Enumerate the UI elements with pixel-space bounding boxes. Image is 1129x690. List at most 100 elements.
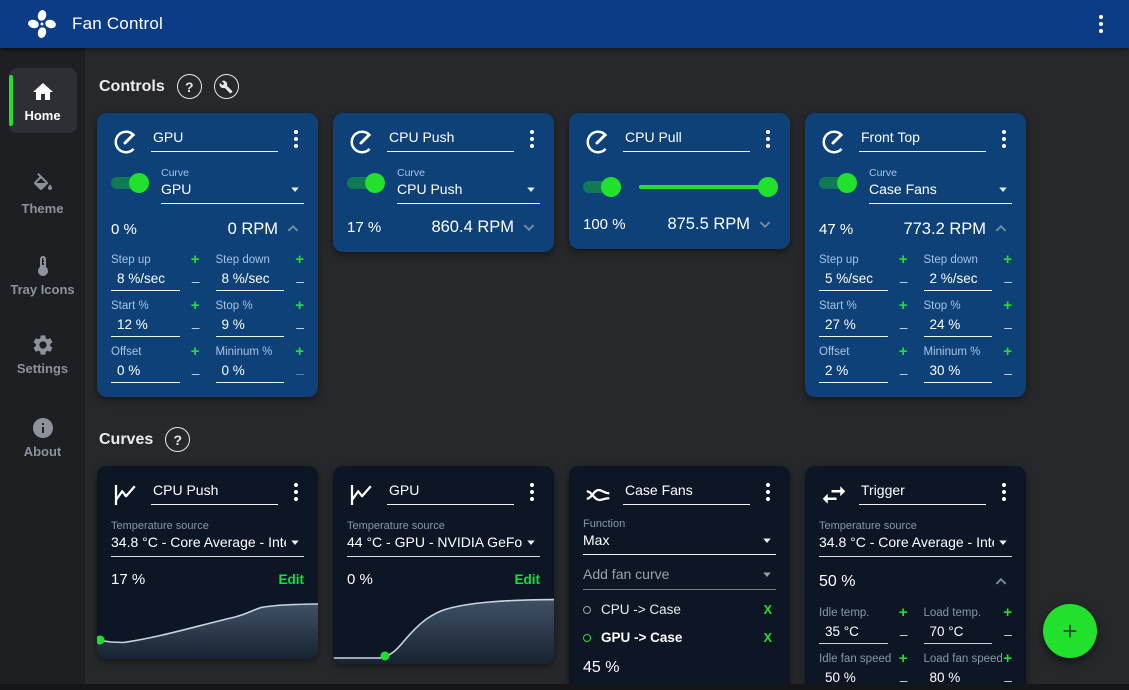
curve-menu-button[interactable] (524, 479, 540, 505)
decrement-button[interactable]: – (899, 319, 908, 335)
fan-curve-graph[interactable] (333, 596, 554, 664)
field-value[interactable]: 5 %/sec (819, 270, 888, 291)
sidebar-item-home[interactable]: Home (8, 68, 77, 133)
fan-curve-graph[interactable] (97, 596, 318, 659)
curve-name-input[interactable] (623, 479, 750, 505)
control-menu-button[interactable] (524, 126, 540, 152)
sidebar-item-about[interactable]: About (8, 416, 78, 459)
chevron-up-icon[interactable] (990, 218, 1012, 240)
field-value[interactable]: 30 % (923, 362, 993, 383)
curve-name-input[interactable] (859, 479, 986, 505)
decrement-button[interactable]: – (1004, 672, 1012, 688)
temperature-source-select[interactable]: Temperature source 34.8 °C - Core Averag… (819, 520, 1012, 557)
field-value[interactable]: 8 %/sec (215, 270, 285, 291)
curve-menu-button[interactable] (288, 479, 304, 505)
chevron-down-icon[interactable] (518, 216, 540, 238)
controls-help-icon[interactable]: ? (176, 74, 202, 99)
field-value[interactable]: 8 %/sec (111, 270, 180, 291)
current-point-dot[interactable] (380, 651, 390, 661)
add-button[interactable]: + (1043, 604, 1097, 658)
sidebar-item-theme[interactable]: Theme (8, 173, 78, 216)
field-value[interactable]: 0 % (215, 362, 285, 383)
remove-curve-button[interactable]: X (763, 630, 772, 645)
increment-button[interactable]: + (1003, 650, 1012, 667)
decrement-button[interactable]: – (899, 365, 908, 381)
increment-button[interactable]: + (1003, 251, 1012, 268)
field-value[interactable]: 0 % (111, 362, 180, 383)
curve-select[interactable]: Curve GPU (161, 167, 304, 204)
sidebar-item-tray-icons[interactable]: Tray Icons (8, 254, 78, 297)
control-enable-toggle[interactable] (583, 177, 621, 197)
increment-button[interactable]: + (1003, 343, 1012, 360)
control-menu-button[interactable] (760, 126, 776, 152)
control-name-input[interactable] (387, 126, 514, 152)
field-value[interactable]: 2 %/sec (923, 270, 993, 291)
increment-button[interactable]: + (190, 251, 200, 268)
field-value[interactable]: 24 % (923, 316, 993, 337)
increment-button[interactable]: + (1003, 604, 1012, 621)
add-fan-curve-select[interactable]: Add fan curve (583, 559, 776, 590)
manual-speed-slider[interactable] (633, 177, 778, 197)
control-enable-toggle[interactable] (111, 173, 149, 193)
decrement-button[interactable]: – (899, 273, 908, 289)
field-value[interactable]: 2 % (819, 362, 888, 383)
remove-curve-button[interactable]: X (763, 602, 772, 617)
field-value[interactable]: 9 % (215, 316, 285, 337)
curve-select[interactable]: Curve CPU Push (397, 167, 540, 204)
decrement-button[interactable]: – (296, 365, 304, 381)
control-menu-button[interactable] (288, 126, 304, 152)
curve-menu-button[interactable] (996, 479, 1012, 505)
increment-button[interactable]: + (898, 343, 908, 360)
sidebar-item-settings[interactable]: Settings (8, 333, 78, 376)
curve-name-input[interactable] (151, 479, 278, 505)
decrement-button[interactable]: – (296, 273, 304, 289)
increment-button[interactable]: + (1003, 297, 1012, 314)
increment-button[interactable]: + (295, 251, 304, 268)
decrement-button[interactable]: – (899, 626, 908, 642)
decrement-button[interactable]: – (191, 319, 200, 335)
decrement-button[interactable]: – (191, 273, 200, 289)
decrement-button[interactable]: – (1004, 273, 1012, 289)
chevron-up-icon[interactable] (990, 571, 1012, 593)
control-name-input[interactable] (623, 126, 750, 152)
chevron-down-icon[interactable] (754, 213, 776, 235)
increment-button[interactable]: + (898, 650, 908, 667)
control-menu-button[interactable] (996, 126, 1012, 152)
decrement-button[interactable]: – (1004, 319, 1012, 335)
controls-tools-icon[interactable] (213, 74, 239, 99)
temperature-source-select[interactable]: Temperature source 44 °C - GPU - NVIDIA … (347, 520, 540, 557)
increment-button[interactable]: + (295, 343, 304, 360)
curve-menu-button[interactable] (760, 479, 776, 505)
decrement-button[interactable]: – (899, 672, 908, 688)
field-value[interactable]: 12 % (111, 316, 180, 337)
control-name-input[interactable] (859, 126, 986, 152)
increment-button[interactable]: + (190, 343, 200, 360)
curve-name-input[interactable] (387, 479, 514, 505)
increment-button[interactable]: + (190, 297, 200, 314)
field-value[interactable]: 70 °C (923, 623, 993, 644)
increment-button[interactable]: + (898, 604, 908, 621)
control-enable-toggle[interactable] (347, 173, 385, 193)
decrement-button[interactable]: – (1004, 626, 1012, 642)
increment-button[interactable]: + (898, 297, 908, 314)
control-enable-toggle[interactable] (819, 173, 857, 193)
decrement-button[interactable]: – (1004, 365, 1012, 381)
temperature-source-select[interactable]: Temperature source 34.8 °C - Core Averag… (111, 520, 304, 557)
curves-help-icon[interactable]: ? (165, 427, 191, 452)
decrement-button[interactable]: – (296, 319, 304, 335)
slider-thumb[interactable] (758, 177, 778, 197)
control-name-input[interactable] (151, 126, 278, 152)
decrement-button[interactable]: – (191, 365, 200, 381)
edit-curve-link[interactable]: Edit (514, 572, 541, 587)
appbar-menu-button[interactable] (1093, 11, 1109, 37)
edit-curve-link[interactable]: Edit (278, 572, 305, 587)
increment-button[interactable]: + (898, 251, 908, 268)
field-value[interactable]: 35 °C (819, 623, 888, 644)
field-value[interactable]: 27 % (819, 316, 888, 337)
chevron-up-icon[interactable] (282, 218, 304, 240)
function-select[interactable]: Function Max (583, 518, 776, 555)
increment-button[interactable]: + (295, 297, 304, 314)
curve-select[interactable]: Curve Case Fans (869, 167, 1012, 204)
dropdown-caret-icon (994, 533, 1012, 551)
current-point-dot[interactable] (97, 635, 105, 645)
